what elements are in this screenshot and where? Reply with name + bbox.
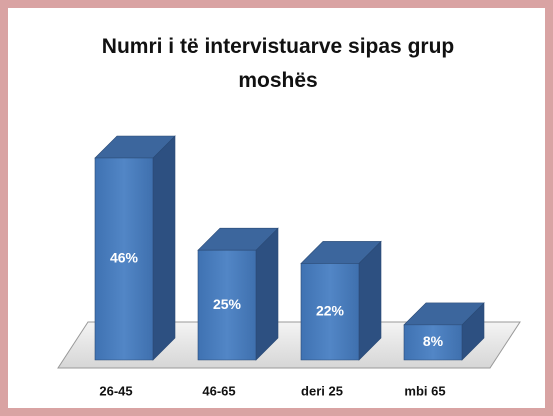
bar [94, 135, 176, 361]
bar-front [94, 157, 154, 361]
bar-side [255, 227, 279, 361]
value-label: 22% [316, 302, 345, 318]
bar [403, 302, 485, 361]
bar [300, 240, 382, 361]
bar-front [403, 324, 463, 361]
value-label: 46% [110, 250, 139, 266]
x-tick-label: 46-65 [202, 383, 235, 398]
bar [197, 227, 279, 361]
chart: 46% 26-45 25% 46-65 22% deri 25 8% mbi 65 [57, 135, 521, 398]
value-label: 8% [423, 333, 444, 349]
value-label: 25% [213, 296, 242, 312]
chart-title: Numri i të intervistuarve sipas grup mos… [101, 35, 455, 92]
x-tick-label: deri 25 [301, 383, 343, 398]
bar-front [300, 263, 360, 361]
bar-side [152, 135, 176, 361]
bar-front [197, 249, 257, 361]
x-tick-label: mbi 65 [404, 383, 445, 398]
x-tick-label: 26-45 [99, 383, 132, 398]
